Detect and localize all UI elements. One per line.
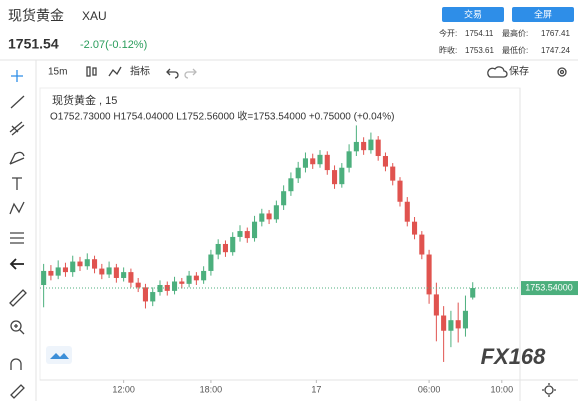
cloud-icon[interactable] (487, 66, 508, 78)
candle-body (324, 154, 330, 171)
candle-body (208, 254, 214, 271)
candle-body (193, 275, 199, 281)
candle-body (419, 234, 425, 255)
legend-symbol: 现货黄金 , 15 (52, 93, 117, 107)
candle-body (244, 231, 250, 239)
candle-body (41, 270, 47, 286)
candle-body (77, 261, 83, 267)
x-tick-label: 17 (311, 384, 321, 394)
x-tick-label: 10:00 (491, 384, 514, 394)
stat-label: 最低价: (502, 45, 528, 55)
stat-value: 1753.61 (465, 46, 494, 55)
candle-body (215, 243, 221, 255)
candle-body (390, 166, 396, 181)
candle-body (397, 180, 403, 202)
candle-body (368, 139, 374, 151)
fullscreen-button[interactable] (512, 7, 574, 22)
x-tick-label: 12:00 (112, 384, 135, 394)
candle-body (128, 272, 134, 283)
last-price: 1751.54 (8, 36, 59, 52)
candle-body (230, 236, 236, 253)
stat-label: 今开: (439, 28, 457, 38)
trade-button[interactable] (442, 7, 504, 22)
settings-icon[interactable] (557, 67, 567, 77)
candle-body (150, 292, 156, 302)
stat-label: 最高价: (502, 28, 528, 38)
watermark: FX168 (481, 344, 547, 369)
candle-body (426, 254, 432, 295)
candle-body (448, 320, 454, 331)
fullscreen-button-label[interactable]: 全屏 (534, 8, 552, 19)
candle-body (55, 267, 61, 276)
candle-body (317, 154, 323, 165)
candle-body (302, 158, 308, 168)
stat-label: 昨收: (439, 45, 457, 55)
candle-body (252, 221, 258, 239)
candle-body (164, 285, 170, 291)
candle-body (288, 178, 294, 192)
x-tick-label: 18:00 (200, 384, 223, 394)
candle-body (142, 287, 148, 302)
trade-button-label[interactable]: 交易 (464, 8, 482, 19)
candle-body (404, 201, 410, 222)
candle-body (237, 231, 243, 237)
candle-body (172, 281, 178, 291)
candle-body (455, 320, 461, 329)
plot-area (39, 87, 521, 381)
candle-body (310, 158, 316, 165)
candle-body (353, 141, 359, 152)
candle-body (84, 259, 90, 267)
stat-value: 1747.24 (541, 46, 570, 55)
candle-body (106, 267, 112, 275)
save-button[interactable]: 保存 (509, 65, 529, 78)
candle-body (222, 243, 228, 253)
candle-body (295, 167, 301, 179)
candle-body (266, 213, 272, 220)
price-tag-label: 1753.54000 (525, 282, 573, 292)
redo-icon[interactable] (184, 68, 197, 79)
indicator-button[interactable]: 指标 (130, 65, 150, 78)
indicator-icon[interactable] (108, 66, 122, 77)
stat-value: 1754.11 (465, 29, 494, 38)
candle-body (99, 268, 105, 275)
candle-body (48, 270, 54, 276)
legend-ohlc: O1752.73000 H1754.04000 L1752.56000 收=17… (50, 110, 394, 123)
symbol-code: XAU (82, 9, 107, 23)
candle-body (361, 141, 367, 151)
candle-body (259, 213, 265, 222)
candle-body (375, 139, 381, 157)
candle-body (179, 281, 185, 284)
stat-value: 1767.41 (541, 29, 570, 38)
x-tick-label: 06:00 (418, 384, 441, 394)
candle-body (70, 261, 76, 273)
candle-body (470, 288, 476, 298)
candle-body (113, 267, 119, 278)
symbol-name: 现货黄金 (8, 8, 64, 24)
candle-body (332, 170, 338, 185)
candle-body (281, 191, 287, 206)
candle-body (462, 310, 468, 329)
axis-settings-icon[interactable] (542, 383, 556, 397)
candle-body (273, 205, 279, 220)
candle-body (339, 167, 345, 185)
candle-body (92, 259, 98, 269)
undo-icon[interactable] (166, 68, 179, 79)
price-change: -2.07(-0.12%) (80, 39, 147, 51)
candle-body (186, 275, 192, 284)
candle-body (441, 315, 447, 331)
candle-body (121, 272, 127, 278)
candle-body (346, 151, 352, 168)
candle-body (412, 221, 418, 235)
interval-button[interactable]: 15m (48, 67, 67, 78)
candle-type-icon[interactable] (86, 66, 97, 77)
candle-body (201, 270, 207, 281)
candle-body (62, 267, 68, 273)
candle-body (433, 294, 439, 316)
candle-body (135, 282, 141, 288)
price-tag (521, 281, 578, 296)
drawing-tools[interactable] (9, 70, 27, 399)
logo-badge (46, 346, 72, 364)
candle-body (382, 156, 388, 167)
